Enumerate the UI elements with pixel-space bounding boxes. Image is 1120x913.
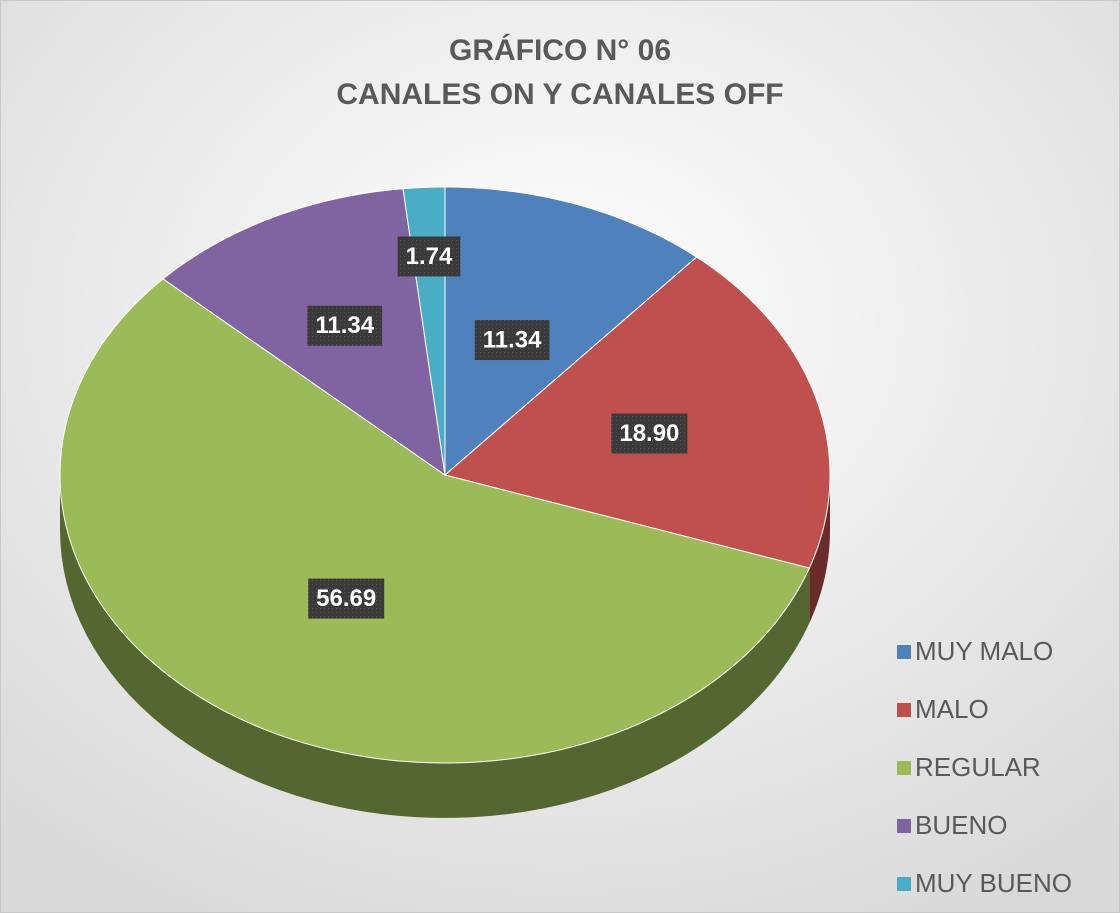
data-label-box [307,305,383,346]
data-label-box [397,236,461,277]
data-label: 1.74 [397,236,461,277]
pie-slice [59,278,811,764]
data-label-text: 18.90 [619,420,679,447]
pie-slice [162,188,446,477]
pie-side [60,475,810,818]
legend-label: REGULAR [915,752,1041,782]
legend-label: BUENO [915,810,1007,840]
data-label-text: 11.34 [315,312,374,339]
legend-swatch [897,761,911,775]
data-label: 11.34 [307,305,383,346]
data-label: 11.34 [474,320,550,361]
data-label-box [611,413,688,454]
pie-slice [444,186,698,477]
legend-swatch [897,819,911,833]
data-label-box [474,320,550,361]
data-label: 56.69 [308,578,385,619]
data-label-text: 11.34 [483,326,542,353]
legend-label: MALO [915,694,989,724]
legend-label: MUY MALO [915,636,1053,666]
data-label: 18.90 [611,413,688,454]
legend-swatch [897,877,911,891]
data-label-text: 56.69 [316,585,376,612]
chart-title: GRÁFICO N° 06 [449,33,671,67]
legend-label: MUY BUENO [915,868,1072,898]
legend-swatch [897,703,911,717]
pie-side [809,475,830,624]
pie-slice [443,256,831,569]
data-label-text: 1.74 [406,243,453,270]
legend-swatch [897,645,911,659]
chart-subtitle: CANALES ON Y CANALES OFF [336,78,783,111]
data-label-box [308,578,385,619]
